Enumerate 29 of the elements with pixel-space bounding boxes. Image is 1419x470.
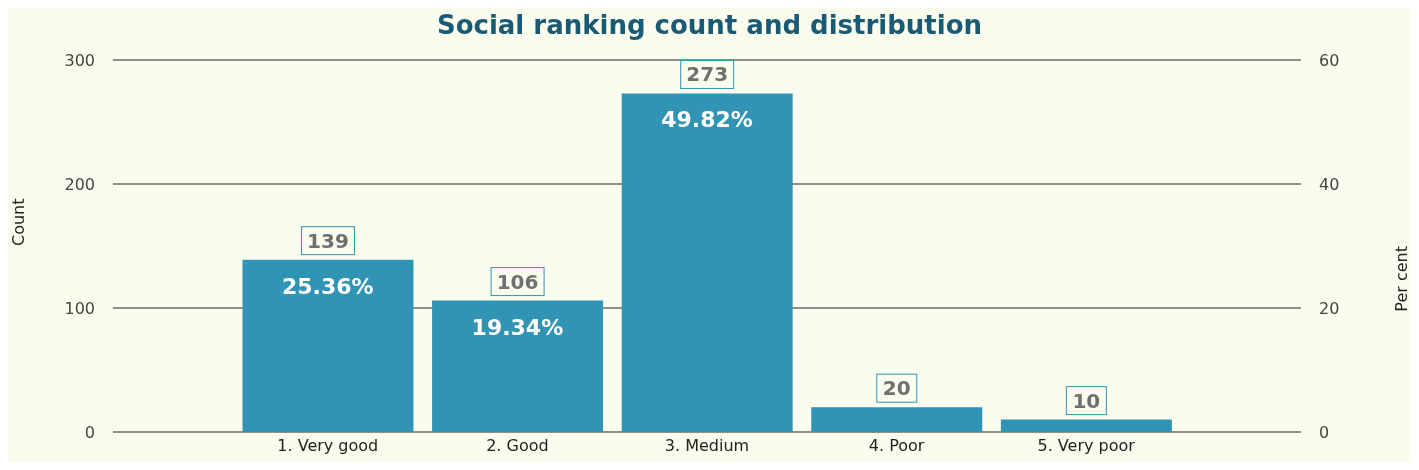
data-label: 273 bbox=[686, 62, 729, 87]
chart-title: Social ranking count and distribution bbox=[435, 10, 984, 40]
y-axis-title: Count bbox=[8, 198, 28, 246]
y2-tick-label: 20 bbox=[1319, 298, 1340, 318]
x-tick-label: 5. Very poor bbox=[1037, 436, 1136, 456]
y2-tick-label: 0 bbox=[1319, 422, 1330, 442]
annotation: 49.82% bbox=[661, 107, 753, 133]
y-tick-label: 0 bbox=[84, 422, 95, 442]
x-tick-label: 2. Good bbox=[486, 436, 549, 456]
x-tick-label: 1. Very good bbox=[277, 436, 379, 456]
x-tick-label: 4. Poor bbox=[868, 436, 925, 456]
annotation: 19.34% bbox=[471, 314, 564, 340]
bar bbox=[1000, 419, 1172, 432]
data-label: 10 bbox=[1072, 388, 1101, 413]
y2-axis-title: Per cent bbox=[1391, 246, 1411, 312]
x-tick-label: 3. Medium bbox=[664, 436, 750, 456]
bar bbox=[242, 259, 414, 432]
bar bbox=[621, 93, 793, 432]
y2-tick-label: 40 bbox=[1319, 174, 1340, 194]
y2-tick-label: 60 bbox=[1319, 50, 1340, 70]
bar bbox=[432, 300, 604, 432]
y-tick-label: 200 bbox=[64, 174, 95, 194]
y-tick-label: 100 bbox=[64, 298, 95, 318]
data-label: 106 bbox=[496, 269, 539, 294]
annotation: 25.36% bbox=[281, 273, 374, 299]
data-label: 139 bbox=[307, 228, 349, 253]
data-label: 20 bbox=[882, 376, 911, 401]
bar bbox=[811, 407, 983, 432]
y-tick-label: 300 bbox=[64, 50, 95, 70]
